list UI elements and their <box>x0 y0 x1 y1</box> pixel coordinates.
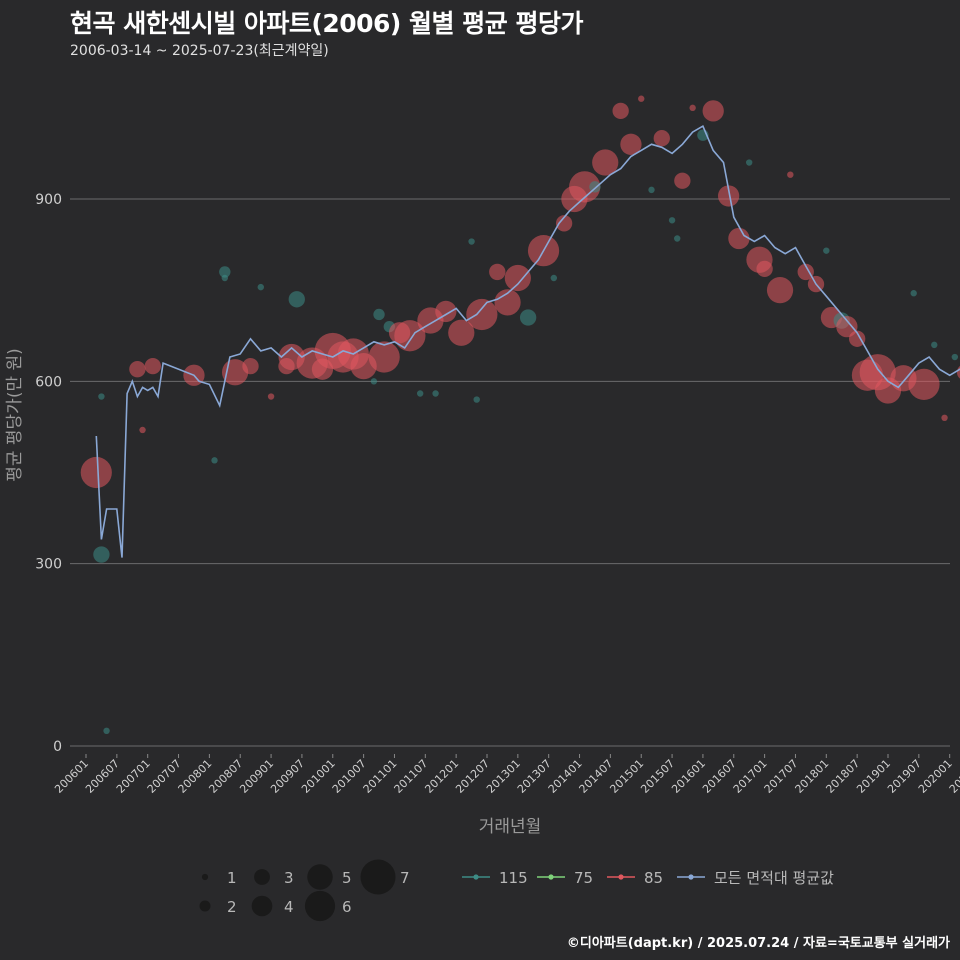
size-legend-marker-4 <box>251 895 273 917</box>
point-85 <box>717 185 740 207</box>
scatter-points <box>80 95 960 735</box>
point-115 <box>93 546 110 563</box>
legend: 1 2 3 4 5 6 7 115 75 85 모든 면적대 평균값 <box>199 859 834 922</box>
series-legend-dot <box>548 874 554 880</box>
series-legend-dot <box>688 874 694 880</box>
point-85 <box>80 456 112 489</box>
series-legend-dot <box>618 874 624 880</box>
point-115 <box>473 396 480 403</box>
point-115 <box>373 308 385 321</box>
series-legend-label-3: 모든 면적대 평균값 <box>714 869 834 887</box>
size-legend-marker-6 <box>304 890 336 922</box>
point-85 <box>368 341 400 373</box>
y-tick-0: 0 <box>53 739 62 755</box>
point-85 <box>494 289 521 316</box>
series-legend-dot <box>473 874 479 880</box>
point-85 <box>653 130 670 147</box>
size-legend-label-7: 7 <box>400 869 410 887</box>
size-legend-label-3: 3 <box>284 869 294 887</box>
source-credit: ©디아파트(dapt.kr) / 2025.07.24 / 자료=국토교통부 실… <box>566 936 950 951</box>
size-legend-label-1: 1 <box>227 869 237 887</box>
point-85 <box>941 414 948 421</box>
y-axis-label: 평균 평당가(만 원) <box>5 348 25 482</box>
size-legend-marker-3 <box>254 869 270 885</box>
grid-lines <box>70 198 950 747</box>
point-85 <box>797 263 814 281</box>
point-115 <box>98 393 105 400</box>
point-115 <box>370 378 378 385</box>
point-85 <box>612 102 629 120</box>
point-115 <box>468 238 475 245</box>
point-115 <box>211 457 218 464</box>
size-legend-label-6: 6 <box>342 898 352 916</box>
page-title: 현곡 새한센시빌 아파트(2006) 월별 평균 평당가 <box>70 9 583 38</box>
point-85 <box>766 277 794 304</box>
point-115 <box>823 247 830 254</box>
point-115 <box>910 290 917 297</box>
point-85 <box>620 133 642 155</box>
point-115 <box>257 283 264 291</box>
point-85 <box>592 149 619 176</box>
x-tick-labels: 2006012006072007012007072008012008072009… <box>52 754 960 796</box>
size-legend-marker-2 <box>199 900 211 912</box>
x-axis-label: 거래년월 <box>479 817 542 837</box>
point-115 <box>219 266 231 278</box>
point-85 <box>139 426 146 434</box>
point-85 <box>689 104 696 112</box>
point-85 <box>267 393 275 400</box>
size-legend-label-4: 4 <box>284 898 294 916</box>
point-85 <box>144 357 161 375</box>
series-legend-label-0: 115 <box>499 869 528 887</box>
point-115 <box>432 390 439 397</box>
y-tick-600: 600 <box>35 374 62 390</box>
point-85 <box>504 264 531 292</box>
point-85 <box>756 260 773 278</box>
point-85 <box>466 298 498 331</box>
size-legend-marker-5 <box>307 864 333 890</box>
y-tick-900: 900 <box>35 192 62 208</box>
point-115 <box>519 309 537 326</box>
series-legend-label-1: 75 <box>574 869 593 887</box>
point-85 <box>787 171 794 178</box>
point-115 <box>931 341 938 349</box>
point-85 <box>569 171 601 203</box>
point-85 <box>836 315 858 338</box>
avg-series-line <box>95 124 960 558</box>
point-85 <box>728 227 750 250</box>
y-tick-300: 300 <box>35 557 62 573</box>
point-115 <box>668 217 676 224</box>
point-85 <box>908 368 940 400</box>
point-115 <box>674 235 681 242</box>
point-115 <box>550 274 558 282</box>
size-legend-label-2: 2 <box>227 898 237 916</box>
point-115 <box>416 390 424 397</box>
point-85 <box>848 330 866 347</box>
size-legend-marker-7 <box>360 859 396 895</box>
point-85 <box>702 100 724 122</box>
point-85 <box>489 263 506 281</box>
point-85 <box>674 172 691 189</box>
point-85 <box>638 95 645 102</box>
page-subtitle: 2006-03-14 ~ 2025-07-23(최근계약일) <box>70 43 329 59</box>
point-85 <box>242 357 259 375</box>
point-85 <box>555 215 573 232</box>
series-legend-label-2: 85 <box>644 869 663 887</box>
size-legend-label-5: 5 <box>342 869 352 887</box>
point-115 <box>951 353 959 361</box>
point-85 <box>448 319 475 346</box>
point-115 <box>221 274 229 282</box>
point-115 <box>288 291 305 308</box>
point-85 <box>129 361 146 378</box>
point-85 <box>394 320 426 352</box>
point-115 <box>103 727 110 735</box>
y-tick-labels: 0 300 600 900 <box>35 192 62 755</box>
point-115 <box>745 159 753 166</box>
point-115 <box>589 181 601 193</box>
point-115 <box>648 186 655 194</box>
average-line <box>95 124 960 558</box>
size-legend-marker-1 <box>201 873 209 881</box>
